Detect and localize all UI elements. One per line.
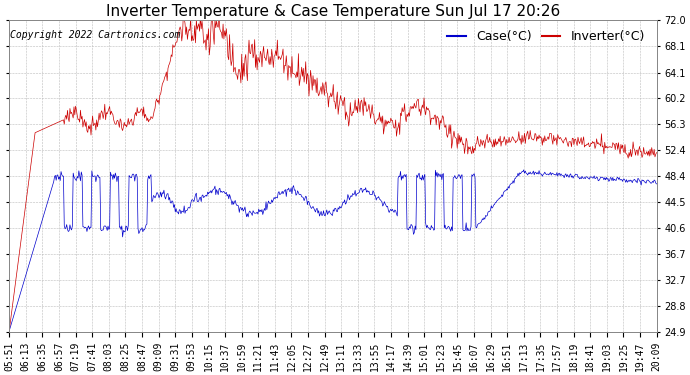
Legend: Case(°C), Inverter(°C): Case(°C), Inverter(°C) (442, 25, 650, 48)
Title: Inverter Temperature & Case Temperature Sun Jul 17 20:26: Inverter Temperature & Case Temperature … (106, 4, 560, 19)
Text: Copyright 2022 Cartronics.com: Copyright 2022 Cartronics.com (10, 30, 181, 40)
